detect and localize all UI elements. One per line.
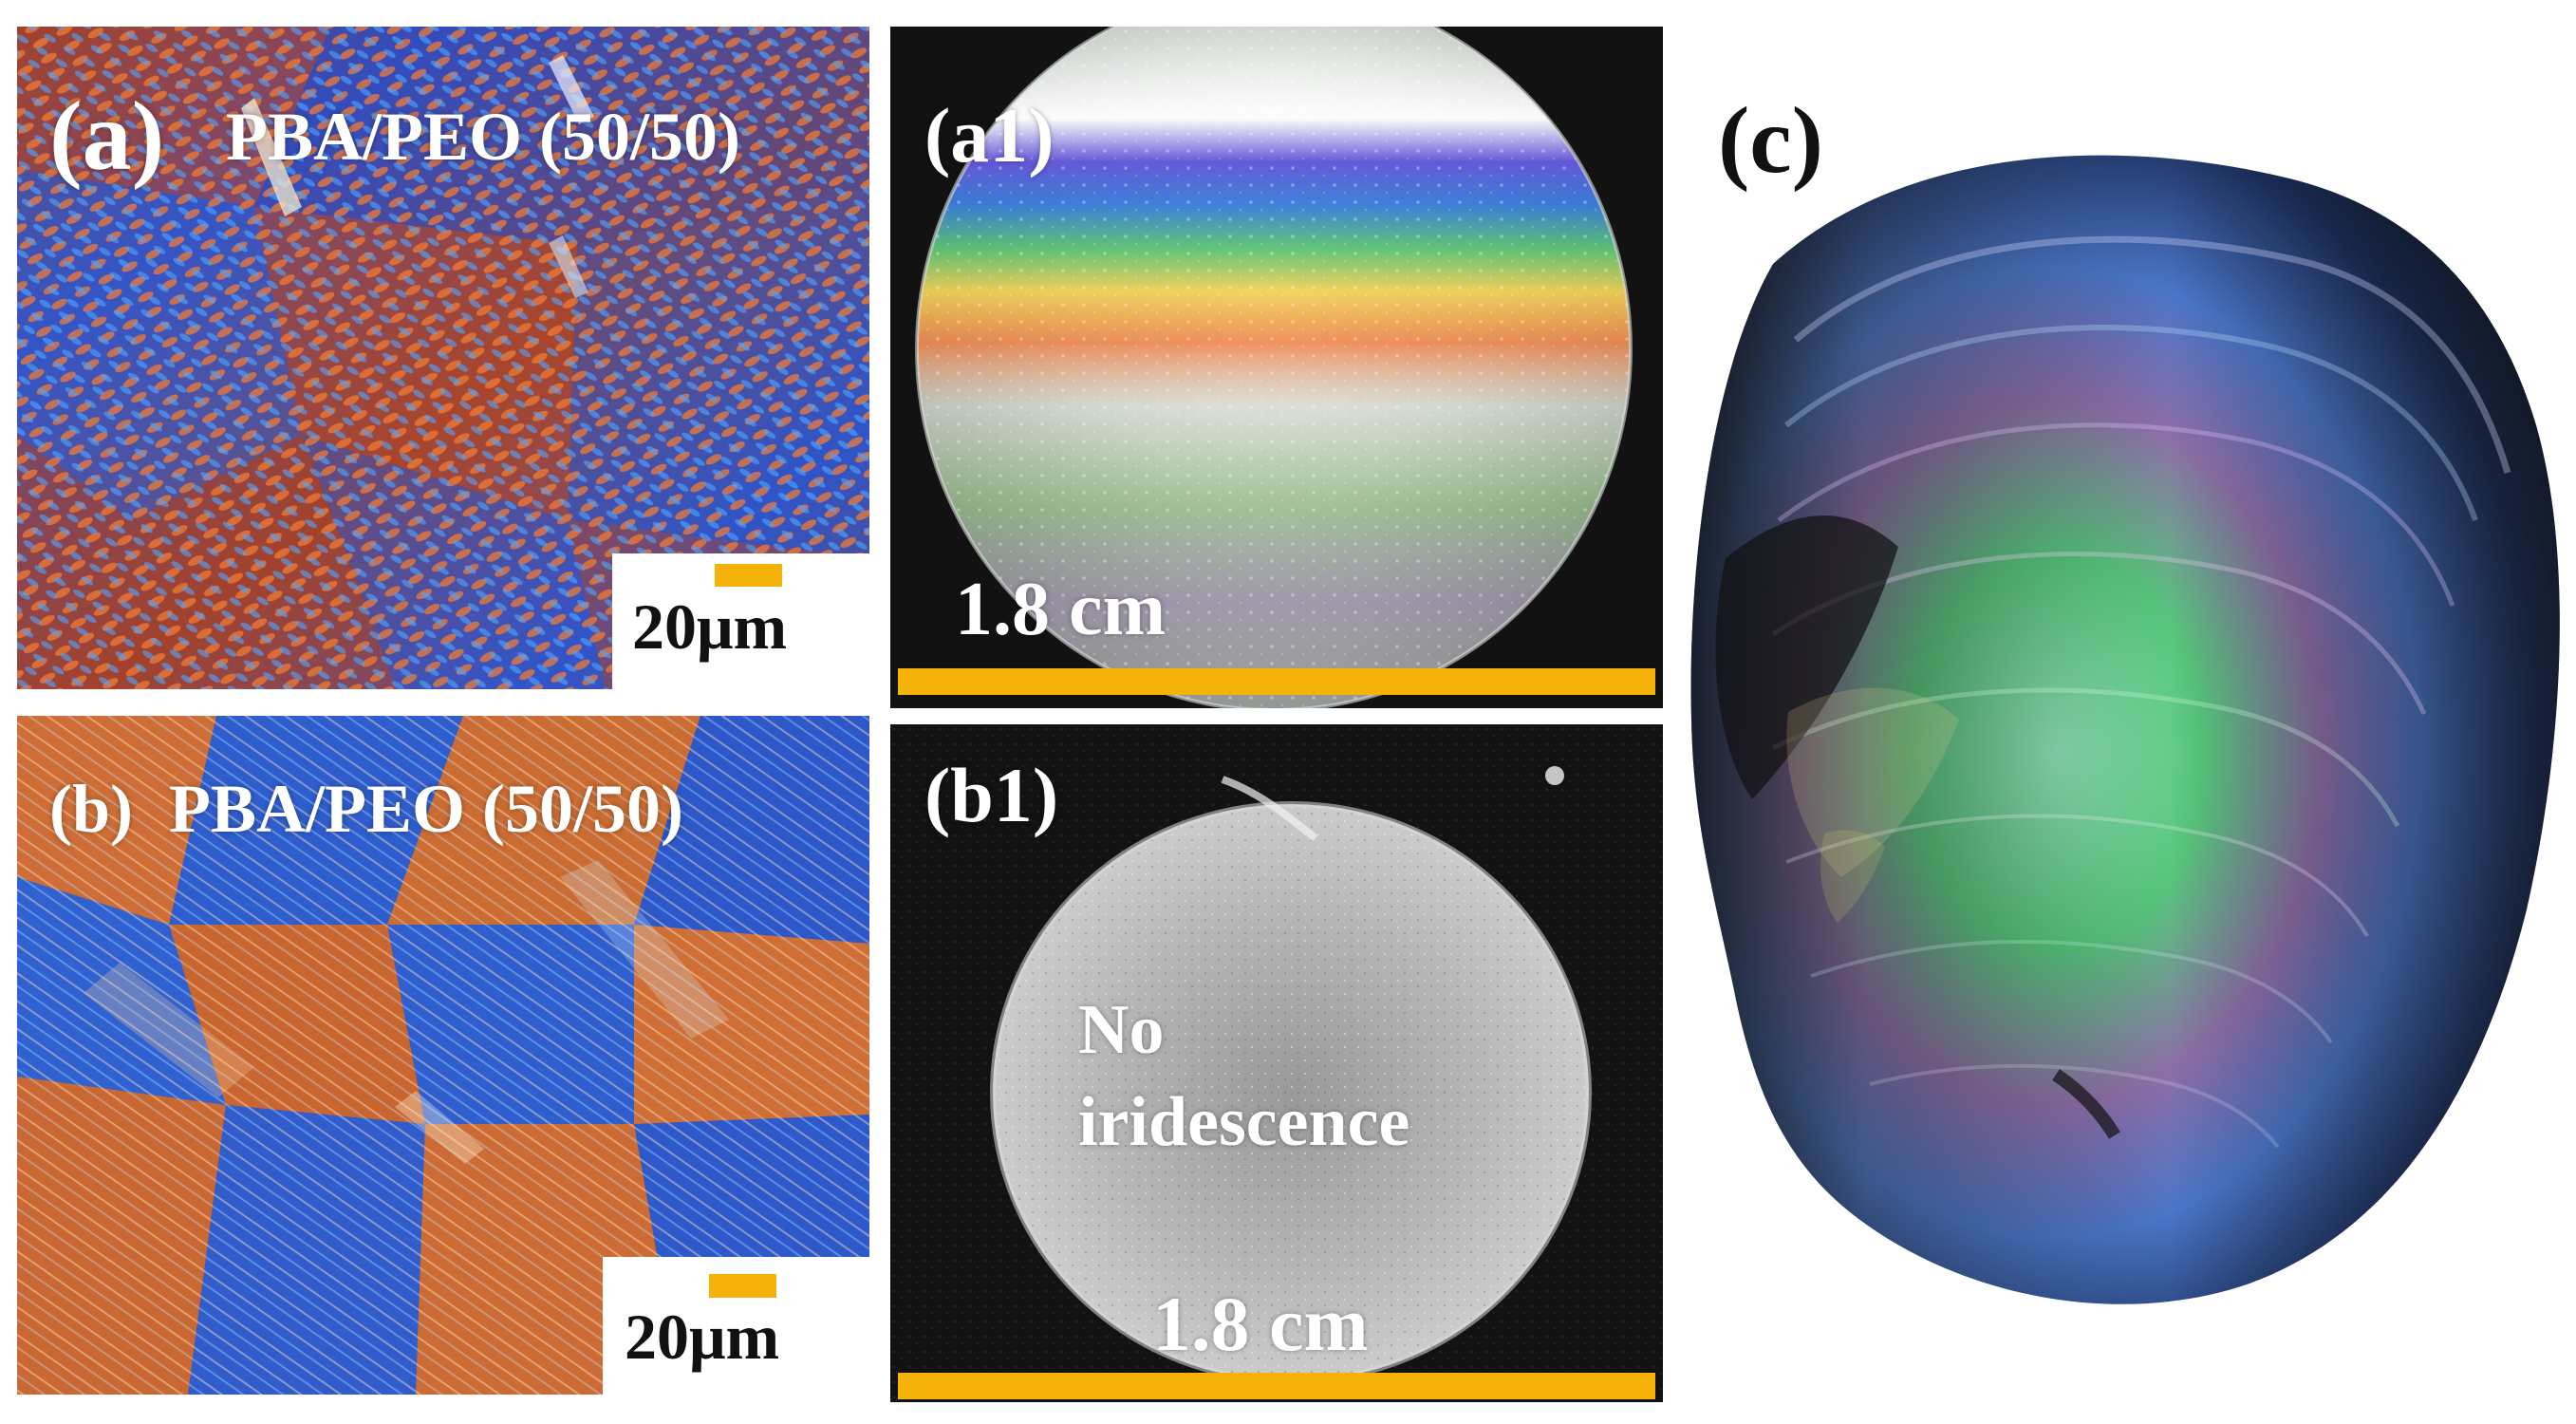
panel-c-label: (c) xyxy=(1718,87,1823,193)
panel-a-scale-label: 20μm xyxy=(632,590,788,663)
panel-a-scale-bar xyxy=(715,564,782,587)
panel-b1-photo: (b1) No iridescence 1.8 cm xyxy=(890,724,1663,1402)
panel-b-scale-label: 20μm xyxy=(625,1301,780,1373)
panel-b1-scale-bar xyxy=(898,1373,1655,1399)
panel-b-label: (b) xyxy=(49,771,133,847)
panel-a-micrograph: (a) PBA/PEO (50/50) 20μm xyxy=(17,27,869,689)
banded-spherulite-image xyxy=(17,27,869,689)
panel-a1-photo: (a1) 1.8 cm xyxy=(890,27,1663,708)
panel-a-label: (a) xyxy=(49,82,165,191)
panel-b-scale-bar xyxy=(709,1274,776,1298)
panel-b-sample-label: PBA/PEO (50/50) xyxy=(169,771,683,847)
panel-b1-note-line-1: No xyxy=(1078,991,1165,1069)
panel-b1-scale-label: 1.8 cm xyxy=(1152,1281,1369,1367)
panel-a-sample-label: PBA/PEO (50/50) xyxy=(226,99,740,175)
panel-b1-label: (b1) xyxy=(924,752,1059,838)
panel-b-micrograph: (b) PBA/PEO (50/50) 20μm xyxy=(17,716,869,1395)
non-banded-spherulite-image xyxy=(17,716,869,1395)
panel-a1-label: (a1) xyxy=(924,92,1055,178)
iridescent-shell-image xyxy=(1690,155,2560,1304)
panel-a1-scale-bar xyxy=(898,668,1655,695)
panel-a1-scale-label: 1.8 cm xyxy=(955,568,1167,651)
panel-c-photo: (c) xyxy=(1682,27,2576,1424)
panel-b1-note-line-2: iridescence xyxy=(1078,1083,1410,1161)
iridescent-film-image xyxy=(890,27,1663,708)
non-iridescent-film-image xyxy=(890,724,1663,1402)
